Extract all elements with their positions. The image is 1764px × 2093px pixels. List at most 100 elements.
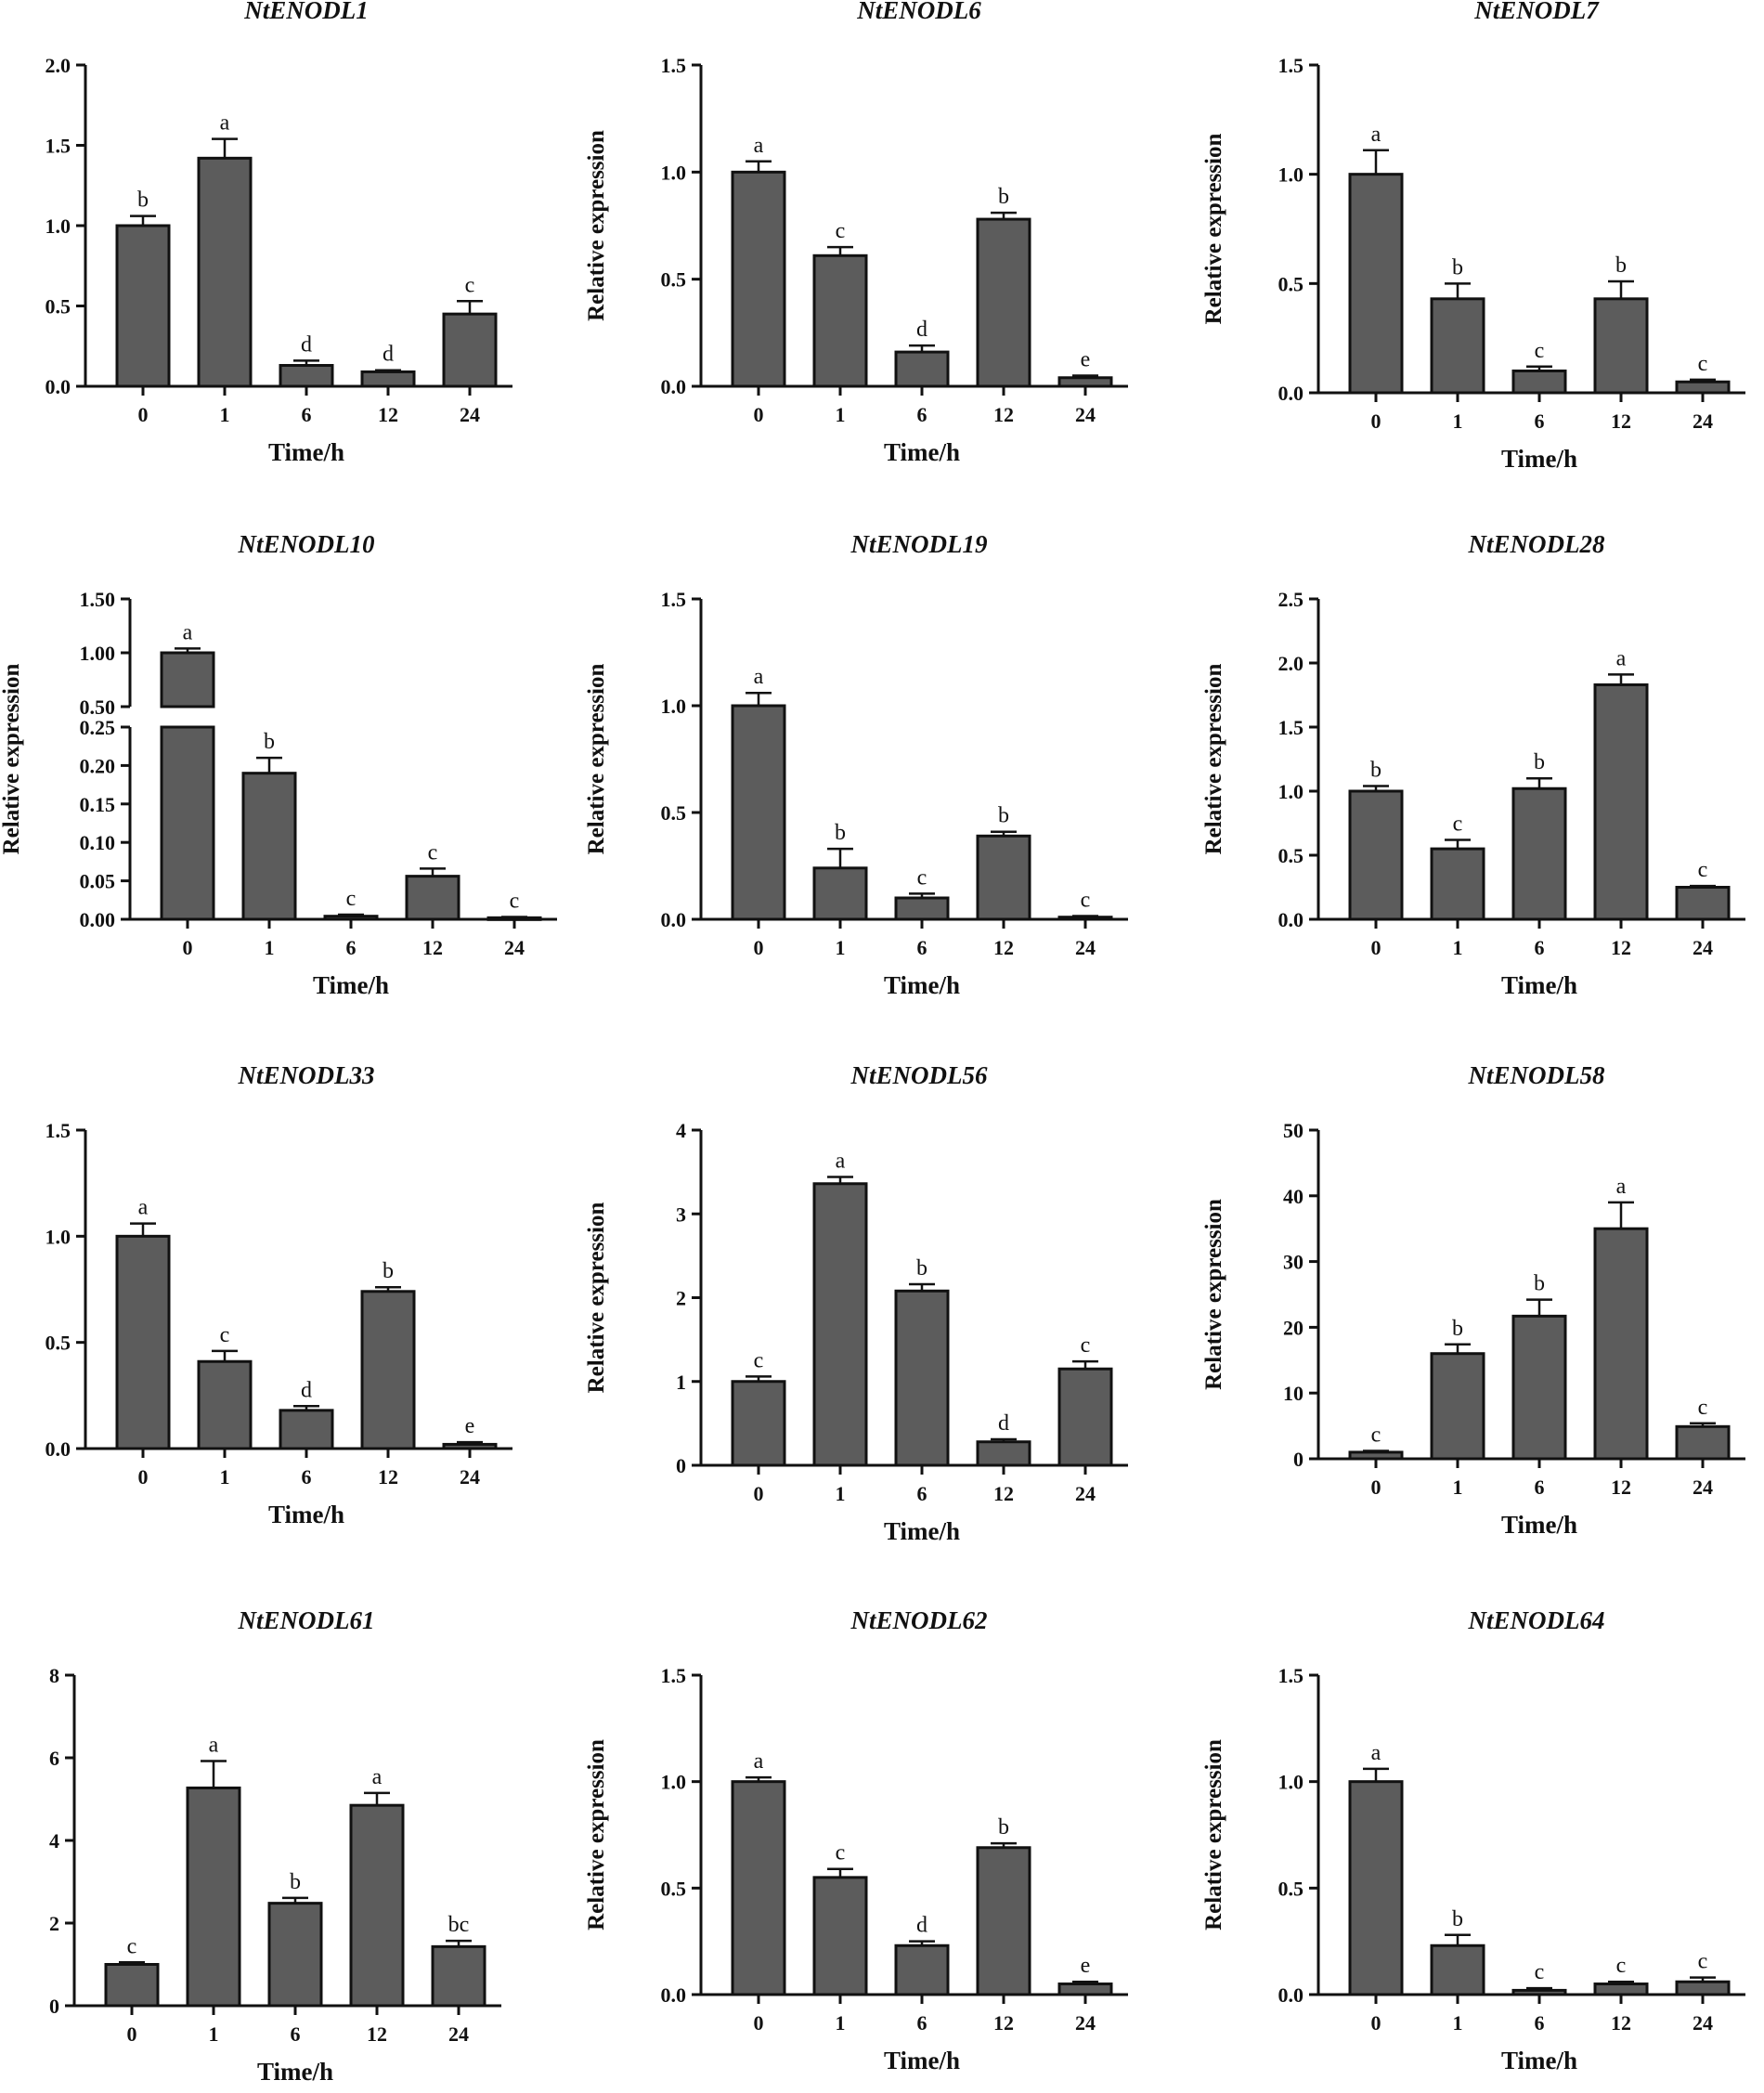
bar [1675,886,1731,921]
bar [1430,297,1485,395]
x-tick-label: 24 [1075,1482,1096,1505]
x-tick-label: 6 [291,2022,301,2046]
bar [1593,297,1649,395]
x-tick-label: 0 [754,2011,764,2034]
bar [812,1182,868,1467]
y-tick-label: 1.5 [1278,716,1304,739]
y-tick-label: 2 [49,1912,59,1935]
y-tick-label: 0 [676,1454,686,1477]
x-tick-label: 0 [754,1482,764,1505]
y-axis-label: Relative expression [0,664,24,855]
significance-letter: b [137,188,149,213]
significance-letter: c [127,1934,137,1958]
bar [731,1380,786,1467]
chart-title: NtENODL28 [1468,530,1605,558]
bar [1057,1367,1113,1467]
x-tick-label: 24 [1075,936,1096,959]
bar [976,834,1031,921]
bar [1593,1227,1649,1461]
y-tick-label: 1.0 [661,161,687,184]
y-tick-label: 0.5 [1278,1877,1304,1900]
bar [1348,1780,1404,1996]
significance-letter: b [998,1815,1009,1840]
x-tick-label: 6 [917,936,927,959]
bar [241,772,297,921]
x-tick-label: 24 [460,1465,480,1488]
x-tick-label: 12 [378,1465,398,1488]
significance-letter: a [372,1765,383,1789]
significance-letter: b [264,730,275,754]
y-tick-label: 1.5 [661,54,687,77]
x-tick-label: 12 [1611,936,1631,959]
significance-letter: c [1698,858,1708,882]
significance-letter: a [1371,1741,1381,1765]
x-axis-label: Time/h [257,2058,333,2086]
x-tick-label: 6 [302,403,312,426]
x-tick-label: 12 [993,1482,1014,1505]
significance-letter: c [465,273,475,297]
y-tick-label: 0.0 [1278,382,1304,405]
significance-letter: a [754,665,764,689]
significance-letter: a [1616,646,1627,670]
significance-letter: a [1371,123,1381,147]
significance-letter: c [917,865,927,890]
significance-letter: c [1081,889,1091,913]
bar [1430,847,1485,921]
x-tick-label: 1 [836,403,846,426]
x-tick-label: 1 [836,2011,846,2034]
y-axis-label: Relative expression [584,664,609,855]
significance-letter: c [1535,1960,1545,1984]
x-tick-label: 24 [1693,410,1713,433]
x-tick-label: 1 [836,1482,846,1505]
significance-letter: b [1452,1907,1463,1931]
y-tick-label: 1.0 [661,695,687,718]
significance-letter: b [1534,1272,1545,1296]
x-tick-label: 24 [460,403,480,426]
bar [1348,789,1404,921]
y-tick-label: 4 [676,1119,686,1142]
bar [104,1963,160,2008]
y-tick-label: 0.0 [45,1437,71,1461]
y-tick-label: 1.00 [80,642,116,665]
bar [267,1902,323,2008]
x-axis-label: Time/h [1501,971,1577,999]
y-tick-label: 0.0 [1278,908,1304,931]
bar [115,1234,171,1450]
chart-title: NtENODL64 [1468,1606,1605,1634]
x-tick-label: 0 [183,936,193,959]
y-tick-label: 2.0 [45,54,71,77]
x-axis-label: Time/h [884,1517,960,1545]
y-tick-label: 6 [49,1747,59,1770]
x-tick-label: 0 [1371,1476,1381,1499]
bar [1511,1988,1567,1996]
significance-letter: a [209,1734,219,1758]
bar [894,350,950,388]
significance-letter: b [998,185,1009,209]
x-tick-label: 12 [993,2011,1014,2034]
x-axis-label: Time/h [268,1501,344,1528]
significance-letter: c [1698,1950,1708,1974]
significance-letter: c [1698,352,1708,376]
x-tick-label: 1 [209,2022,219,2046]
x-tick-label: 12 [1611,410,1631,433]
y-tick-label: 1.5 [661,1664,687,1687]
y-tick-label: 1.5 [661,588,687,611]
x-tick-label: 1 [220,403,230,426]
significance-letter: c [510,890,520,914]
y-tick-label: 0.0 [661,1983,687,2007]
y-tick-label: 1 [676,1371,686,1394]
y-tick-label: 40 [1283,1185,1304,1208]
x-tick-label: 1 [1453,2011,1463,2034]
y-tick-label: 0.5 [45,1332,71,1355]
y-tick-label: 30 [1283,1251,1304,1274]
x-tick-label: 6 [917,2011,927,2034]
x-tick-label: 6 [1535,2011,1545,2034]
x-tick-label: 6 [1535,936,1545,959]
y-tick-label: 3 [676,1202,686,1226]
x-axis-label: Time/h [313,971,389,999]
significance-letter: c [1698,1396,1708,1420]
significance-letter: c [1535,339,1545,363]
significance-letter: c [836,1841,846,1866]
bar [360,370,416,388]
